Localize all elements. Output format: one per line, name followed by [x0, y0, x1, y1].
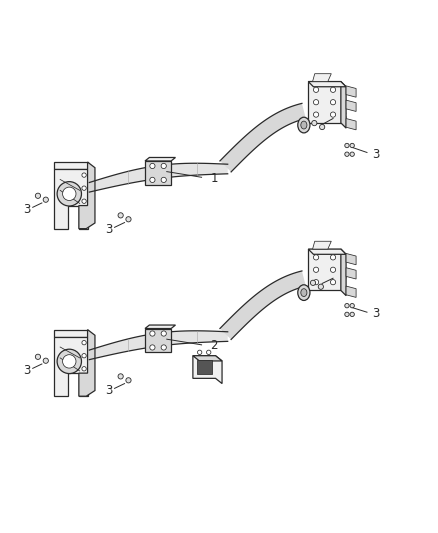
Circle shape: [330, 255, 336, 260]
Circle shape: [63, 187, 76, 200]
Circle shape: [43, 358, 48, 364]
Ellipse shape: [301, 289, 307, 296]
Circle shape: [350, 152, 354, 156]
Polygon shape: [89, 331, 228, 360]
Text: 3: 3: [23, 204, 30, 216]
Circle shape: [118, 374, 123, 379]
Circle shape: [345, 143, 349, 148]
Polygon shape: [54, 337, 88, 396]
Circle shape: [311, 280, 316, 286]
Text: 3: 3: [23, 365, 30, 377]
Circle shape: [150, 177, 155, 182]
Circle shape: [314, 112, 319, 117]
Polygon shape: [346, 118, 356, 130]
Polygon shape: [54, 162, 88, 169]
Circle shape: [330, 87, 336, 92]
Circle shape: [161, 345, 166, 350]
Circle shape: [57, 349, 81, 374]
Polygon shape: [346, 100, 356, 111]
Polygon shape: [193, 356, 222, 361]
Circle shape: [82, 199, 86, 204]
Text: 3: 3: [339, 270, 346, 283]
Circle shape: [330, 112, 336, 117]
Circle shape: [82, 367, 86, 371]
Circle shape: [350, 143, 354, 148]
Polygon shape: [341, 82, 346, 128]
Text: 3: 3: [106, 384, 113, 398]
Circle shape: [150, 331, 155, 336]
Polygon shape: [313, 241, 331, 249]
Polygon shape: [79, 329, 95, 396]
Text: 2: 2: [210, 339, 218, 352]
Circle shape: [330, 267, 336, 272]
Circle shape: [320, 124, 325, 130]
Polygon shape: [145, 325, 176, 328]
Polygon shape: [220, 103, 306, 172]
Ellipse shape: [301, 121, 307, 129]
Circle shape: [63, 354, 76, 368]
Circle shape: [118, 213, 123, 218]
Circle shape: [82, 341, 86, 345]
Polygon shape: [308, 82, 346, 87]
Circle shape: [330, 100, 336, 105]
Polygon shape: [145, 328, 171, 352]
Polygon shape: [341, 249, 346, 296]
Circle shape: [43, 197, 48, 203]
Polygon shape: [346, 254, 356, 265]
Polygon shape: [346, 86, 356, 97]
Circle shape: [312, 120, 317, 126]
Circle shape: [150, 345, 155, 350]
Circle shape: [198, 350, 202, 354]
Circle shape: [314, 100, 319, 105]
Text: 3: 3: [372, 308, 380, 320]
Circle shape: [207, 350, 211, 354]
Circle shape: [126, 217, 131, 222]
Circle shape: [82, 173, 86, 177]
Text: 3: 3: [339, 110, 346, 123]
Text: 1: 1: [210, 172, 218, 184]
Circle shape: [350, 303, 354, 308]
Circle shape: [161, 163, 166, 168]
Circle shape: [82, 186, 86, 190]
Ellipse shape: [298, 285, 310, 301]
Text: 3: 3: [106, 223, 113, 237]
Circle shape: [314, 87, 319, 92]
Polygon shape: [145, 157, 176, 161]
Circle shape: [161, 331, 166, 336]
Circle shape: [314, 279, 319, 285]
Polygon shape: [145, 161, 171, 185]
Polygon shape: [193, 356, 222, 384]
Polygon shape: [308, 82, 341, 123]
Polygon shape: [220, 271, 306, 340]
Polygon shape: [346, 286, 356, 297]
Ellipse shape: [298, 117, 310, 133]
Circle shape: [350, 312, 354, 317]
Polygon shape: [346, 268, 356, 279]
Circle shape: [345, 312, 349, 317]
Text: 3: 3: [372, 148, 380, 161]
Polygon shape: [308, 249, 346, 254]
Polygon shape: [54, 329, 88, 337]
Polygon shape: [197, 360, 212, 375]
Circle shape: [345, 303, 349, 308]
Polygon shape: [54, 169, 88, 229]
Circle shape: [318, 284, 323, 289]
Circle shape: [35, 354, 41, 359]
Polygon shape: [308, 249, 341, 290]
Circle shape: [314, 267, 319, 272]
Polygon shape: [313, 74, 331, 82]
Circle shape: [345, 152, 349, 156]
Circle shape: [57, 182, 81, 206]
Circle shape: [35, 193, 41, 198]
Circle shape: [161, 177, 166, 182]
Circle shape: [330, 279, 336, 285]
Circle shape: [150, 163, 155, 168]
Circle shape: [126, 378, 131, 383]
Polygon shape: [79, 162, 95, 229]
Polygon shape: [89, 163, 228, 192]
Circle shape: [314, 255, 319, 260]
Circle shape: [82, 353, 86, 358]
